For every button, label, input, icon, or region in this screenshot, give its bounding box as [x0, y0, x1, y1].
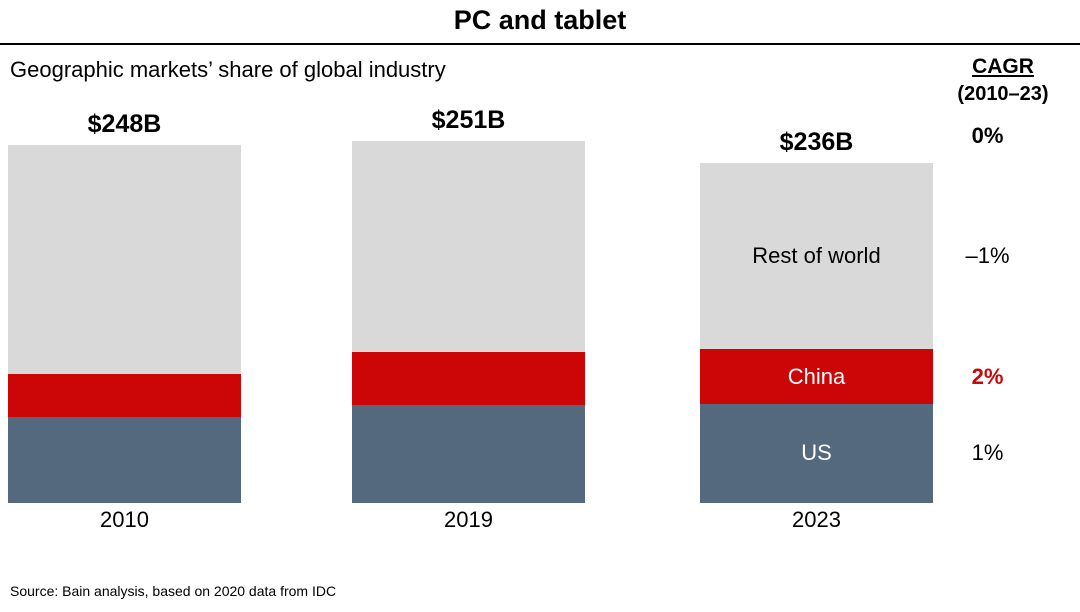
bar-segment-us [352, 404, 585, 503]
chart-title: PC and tablet [453, 5, 627, 35]
bar-segment-china: China [700, 349, 933, 404]
segment-label-china: China [787, 363, 846, 389]
cagr-value-rest-of-world: –1% [965, 243, 1010, 269]
bar-segment-us [8, 417, 241, 503]
bar-segment-rest-of-world [8, 145, 241, 375]
source-note: Source: Bain analysis, based on 2020 dat… [10, 583, 337, 599]
bar-total-label-2010: $248B [87, 110, 162, 139]
cagr-value-us: 1% [971, 440, 1004, 466]
chart-subtitle: Geographic markets’ share of global indu… [10, 57, 446, 82]
cagr-header-period: (2010–23) [957, 83, 1049, 105]
axis-year-label-2019: 2019 [444, 507, 493, 532]
title-divider [0, 43, 1080, 45]
bar-total-label-2023: $236B [779, 127, 854, 156]
cagr-header: CAGR (2010–23) [928, 55, 1078, 106]
bar-segment-us: US [700, 403, 933, 503]
bar-segment-rest-of-world [352, 141, 585, 352]
segment-label-us: US [801, 440, 832, 466]
bar-segment-china [352, 351, 585, 405]
bar-segment-rest-of-world: Rest of world [700, 162, 933, 350]
bar-2010 [8, 145, 241, 503]
axis-year-label-2023: 2023 [792, 507, 841, 532]
axis-year-label-2010: 2010 [100, 507, 149, 532]
cagr-header-label: CAGR [972, 55, 1034, 78]
bar-2019 [352, 141, 585, 503]
segment-label-rest-of-world: Rest of world [752, 243, 881, 269]
bar-2023: Rest of world China US [700, 162, 933, 503]
cagr-total-value: 0% [971, 123, 1004, 148]
cagr-value-china: 2% [971, 363, 1004, 389]
bar-segment-china [8, 374, 241, 418]
bar-total-label-2019: $251B [431, 106, 506, 134]
